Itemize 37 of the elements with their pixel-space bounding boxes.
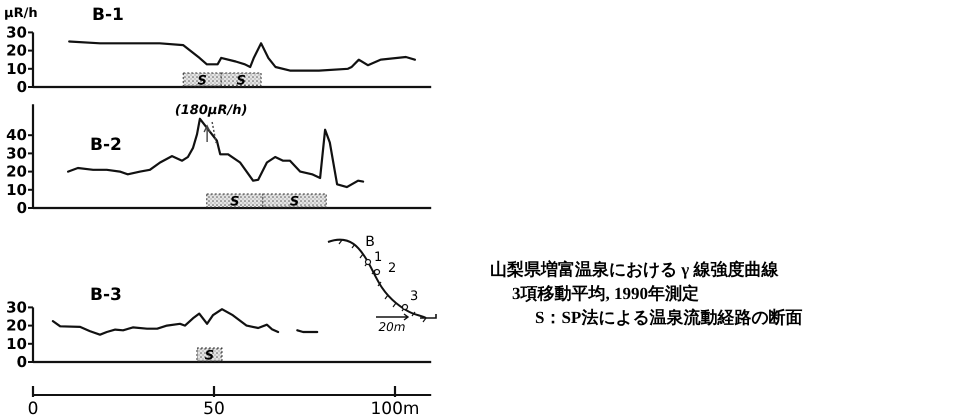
- text: 2: [388, 261, 396, 276]
- band-label: S: [236, 74, 246, 88]
- y-tick-label: 10: [6, 180, 27, 199]
- line-series: [52, 308, 280, 336]
- annotation: 20m: [378, 320, 406, 334]
- text: B-2: [90, 135, 122, 155]
- x-tick-label: 0: [28, 399, 38, 416]
- chart-title: B-3: [90, 285, 122, 305]
- text: 山梨県増富温泉における γ 線強度曲線: [490, 259, 780, 279]
- band-label: S: [230, 194, 240, 210]
- y-tick-label: 30: [6, 144, 27, 162]
- text: 1: [374, 250, 382, 265]
- text: 3: [410, 289, 418, 304]
- y-tick-label: 0: [16, 199, 27, 217]
- y-tick-label: 40: [6, 126, 27, 144]
- x-tick-label: 100m: [370, 399, 420, 416]
- chart-title: B-1: [92, 5, 124, 25]
- band-label: S: [198, 74, 207, 88]
- y-tick-label: 10: [6, 60, 27, 78]
- text: 3項移動平均, 1990年測定: [512, 284, 699, 303]
- y-tick-label: 20: [6, 316, 27, 335]
- y-tick-label: 30: [6, 298, 27, 316]
- y-tick-label: 30: [6, 23, 27, 42]
- y-tick-label: 0: [16, 78, 27, 96]
- line-series: [68, 40, 416, 72]
- x-tick-label: 50: [203, 399, 225, 416]
- text: B: [365, 234, 375, 250]
- y-axis-title: μR/h: [4, 6, 38, 21]
- annotation: (180μR/h): [174, 103, 248, 118]
- band-label: S: [290, 194, 300, 210]
- y-tick-label: 0: [16, 353, 27, 371]
- y-tick-label: 10: [6, 334, 27, 353]
- y-tick-label: 20: [6, 42, 27, 60]
- band-label: S: [204, 348, 214, 364]
- line-series: [67, 118, 364, 188]
- text: S：SP法による温泉流動経路の断面: [535, 308, 802, 327]
- y-tick-label: 20: [6, 162, 27, 181]
